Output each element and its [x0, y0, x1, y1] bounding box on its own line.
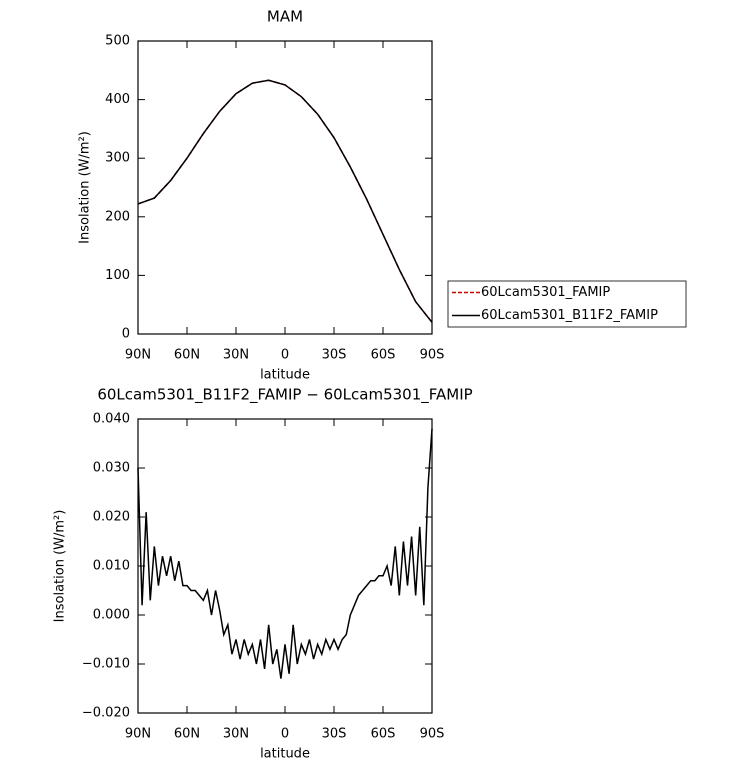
y-tick-label: 0 [122, 327, 130, 342]
x-tick-label: 0 [281, 348, 289, 363]
x-tick-label: 30S [322, 348, 347, 363]
x-tick-label: 30N [223, 727, 249, 742]
x-tick-label: 60N [174, 727, 200, 742]
x-tick-label: 30N [223, 348, 249, 363]
y-tick-label: −0.020 [82, 706, 130, 721]
plot-frame [137, 418, 433, 714]
y-axis-label: Insolation (W/m²) [53, 510, 68, 623]
y-tick-label: 0.020 [93, 510, 130, 525]
x-tick-label: 90N [125, 348, 151, 363]
y-tick-label: 400 [105, 92, 130, 107]
x-tick-label: 30S [322, 727, 347, 742]
x-tick-label: 60S [371, 348, 396, 363]
x-tick-label: 90S [420, 348, 445, 363]
x-tick-label: 90S [420, 727, 445, 742]
legend-label: 60Lcam5301_B11F2_FAMIP [481, 308, 658, 323]
y-tick-label: 100 [105, 268, 130, 283]
legend-label: 60Lcam5301_FAMIP [481, 285, 610, 300]
y-tick-label: 200 [105, 209, 130, 224]
y-tick-label: 500 [105, 34, 130, 49]
x-axis-label: latitude [260, 747, 310, 762]
y-tick-label: 300 [105, 151, 130, 166]
chart-title: MAM [267, 8, 303, 26]
y-tick-label: 0.010 [93, 559, 130, 574]
x-tick-label: 0 [281, 727, 289, 742]
chart-title: 60Lcam5301_B11F2_FAMIP − 60Lcam5301_FAMI… [97, 386, 472, 405]
y-axis-label: Insolation (W/m²) [78, 131, 93, 244]
data-line [137, 79, 433, 323]
x-axis-label: latitude [260, 368, 310, 383]
legend-box [447, 280, 687, 328]
x-tick-label: 60S [371, 727, 396, 742]
y-tick-label: −0.010 [82, 657, 130, 672]
data-line [137, 428, 433, 679]
plot-frame [137, 40, 433, 335]
y-tick-label: 0.040 [93, 412, 130, 427]
y-tick-label: 0.030 [93, 461, 130, 476]
y-tick-label: 0.000 [93, 608, 130, 623]
data-line [137, 79, 433, 323]
x-tick-label: 60N [174, 348, 200, 363]
x-tick-label: 90N [125, 727, 151, 742]
